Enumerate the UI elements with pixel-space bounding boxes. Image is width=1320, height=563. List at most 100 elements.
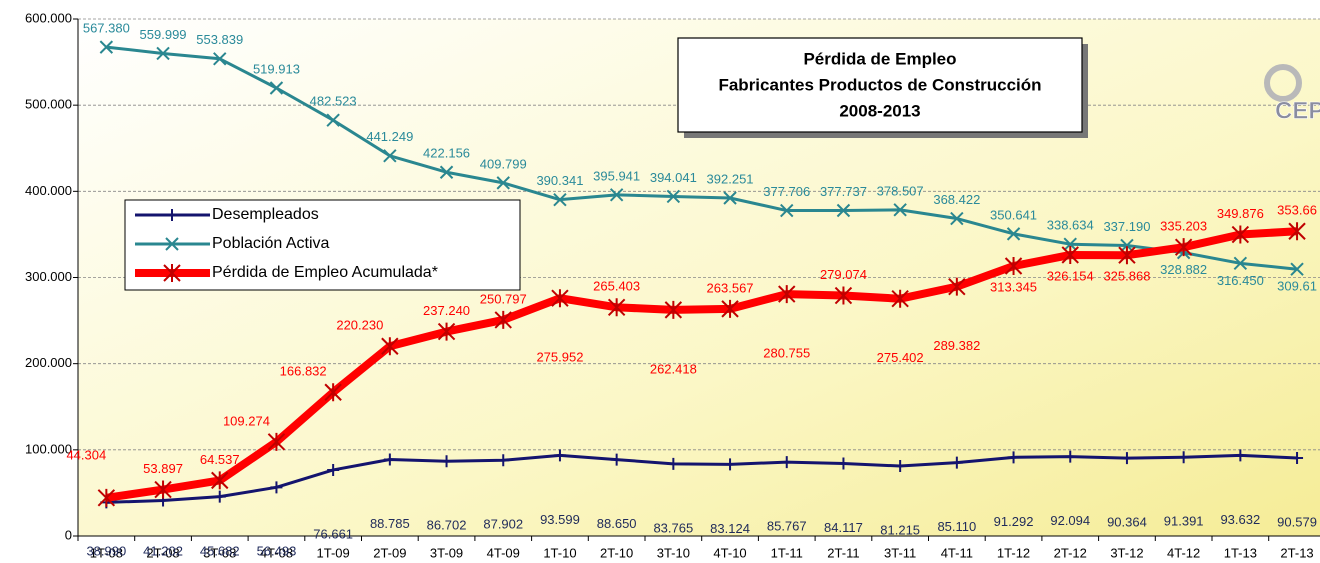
- marker: [496, 176, 510, 190]
- marker: [834, 286, 853, 305]
- data-label: 519.913: [253, 61, 300, 76]
- x-tick-label: 4T-11: [941, 545, 973, 560]
- data-label: 38.990: [86, 543, 126, 558]
- data-label: 316.450: [1217, 273, 1264, 288]
- data-label: 441.249: [366, 129, 413, 144]
- marker: [1234, 449, 1247, 462]
- x-tick-label: 4T-09: [487, 545, 520, 560]
- marker: [610, 453, 623, 466]
- marker: [607, 298, 626, 317]
- marker: [381, 337, 399, 356]
- data-label: 64.537: [200, 452, 240, 467]
- marker: [836, 203, 851, 218]
- data-label: 353.66: [1277, 203, 1317, 218]
- marker: [440, 455, 453, 468]
- data-label: 280.755: [763, 346, 810, 361]
- marker: [894, 460, 907, 473]
- marker: [494, 310, 512, 329]
- marker: [437, 322, 456, 341]
- marker: [950, 456, 963, 469]
- marker: [439, 165, 454, 179]
- x-tick-label: 3T-11: [884, 545, 916, 560]
- data-label: 392.251: [707, 171, 754, 186]
- y-tick-label: 100.000: [25, 441, 72, 456]
- data-label: 92.094: [1050, 513, 1090, 528]
- data-label: 378.507: [877, 183, 924, 198]
- marker: [165, 237, 179, 251]
- title-line: Fabricantes Productos de Construcción: [718, 75, 1041, 94]
- data-label: 567.380: [83, 21, 130, 36]
- x-tick-label: 1T-12: [997, 545, 1030, 560]
- data-label: 350.641: [990, 207, 1037, 222]
- marker: [837, 457, 850, 470]
- x-tick-label: 3T-09: [430, 545, 463, 560]
- line: [106, 453, 1298, 504]
- data-label: 84.117: [824, 520, 863, 535]
- x-tick-label: 3T-12: [1110, 545, 1143, 560]
- data-label: 422.156: [423, 146, 470, 161]
- legend-label: Población Activa: [212, 235, 330, 252]
- data-label: 86.702: [427, 518, 467, 533]
- marker: [1233, 256, 1248, 271]
- y-tick-label: 0: [65, 527, 72, 542]
- data-label: 45.682: [200, 543, 240, 558]
- data-label: 166.832: [280, 364, 327, 379]
- marker: [553, 449, 566, 462]
- marker: [163, 264, 181, 282]
- logo: CEPCO: [1264, 64, 1320, 125]
- marker: [780, 203, 794, 218]
- data-label: 409.799: [480, 156, 527, 171]
- marker: [327, 463, 340, 476]
- marker: [893, 203, 907, 217]
- marker: [383, 453, 396, 466]
- marker: [211, 471, 229, 490]
- data-label: 83.765: [653, 520, 693, 535]
- marker: [156, 46, 170, 61]
- x-tick-label: 3T-10: [657, 545, 690, 560]
- x-tick-label: 2T-10: [600, 545, 633, 560]
- marker: [1063, 237, 1077, 251]
- data-label: 76.661: [313, 526, 353, 541]
- data-label: 279.074: [820, 267, 867, 282]
- y-tick-label: 500.000: [25, 97, 72, 112]
- marker: [269, 81, 284, 95]
- marker: [666, 189, 681, 204]
- title-line: Pérdida de Empleo: [803, 49, 956, 68]
- marker: [213, 52, 227, 66]
- x-tick-label: 4T-08: [260, 545, 293, 560]
- x-tick-label: 2T-11: [827, 545, 859, 560]
- data-label: 81.215: [880, 522, 920, 537]
- marker: [99, 40, 114, 54]
- marker: [1174, 238, 1193, 257]
- data-label: 88.650: [597, 516, 637, 531]
- marker: [1177, 451, 1190, 464]
- x-tick-label: 4T-10: [713, 545, 746, 560]
- data-label: 83.124: [710, 521, 750, 536]
- marker: [1291, 451, 1304, 464]
- data-label: 56.493: [257, 543, 297, 558]
- x-tick-label: 1T-13: [1224, 545, 1257, 560]
- x-tick-label: 3T-08: [203, 545, 236, 560]
- x-tick-label: 2T-13: [1280, 545, 1313, 560]
- marker: [1288, 222, 1306, 241]
- marker: [553, 192, 567, 207]
- data-label: 91.292: [994, 514, 1034, 529]
- marker: [497, 454, 510, 467]
- data-label: 44.304: [66, 447, 106, 462]
- data-label: 220.230: [336, 318, 383, 333]
- marker: [324, 383, 342, 402]
- data-label: 553.839: [196, 32, 243, 47]
- marker: [667, 457, 680, 470]
- data-label: 90.364: [1107, 515, 1147, 530]
- marker: [1118, 246, 1136, 265]
- legend-label: Desempleados: [212, 206, 319, 223]
- data-label: 262.418: [650, 361, 697, 376]
- data-label: 377.737: [820, 184, 867, 199]
- data-label: 325.868: [1103, 269, 1150, 284]
- line: [105, 227, 1298, 502]
- marker: [664, 300, 683, 319]
- marker: [1061, 245, 1079, 264]
- data-label: 395.941: [593, 168, 640, 183]
- marker: [326, 113, 340, 127]
- marker: [551, 289, 569, 308]
